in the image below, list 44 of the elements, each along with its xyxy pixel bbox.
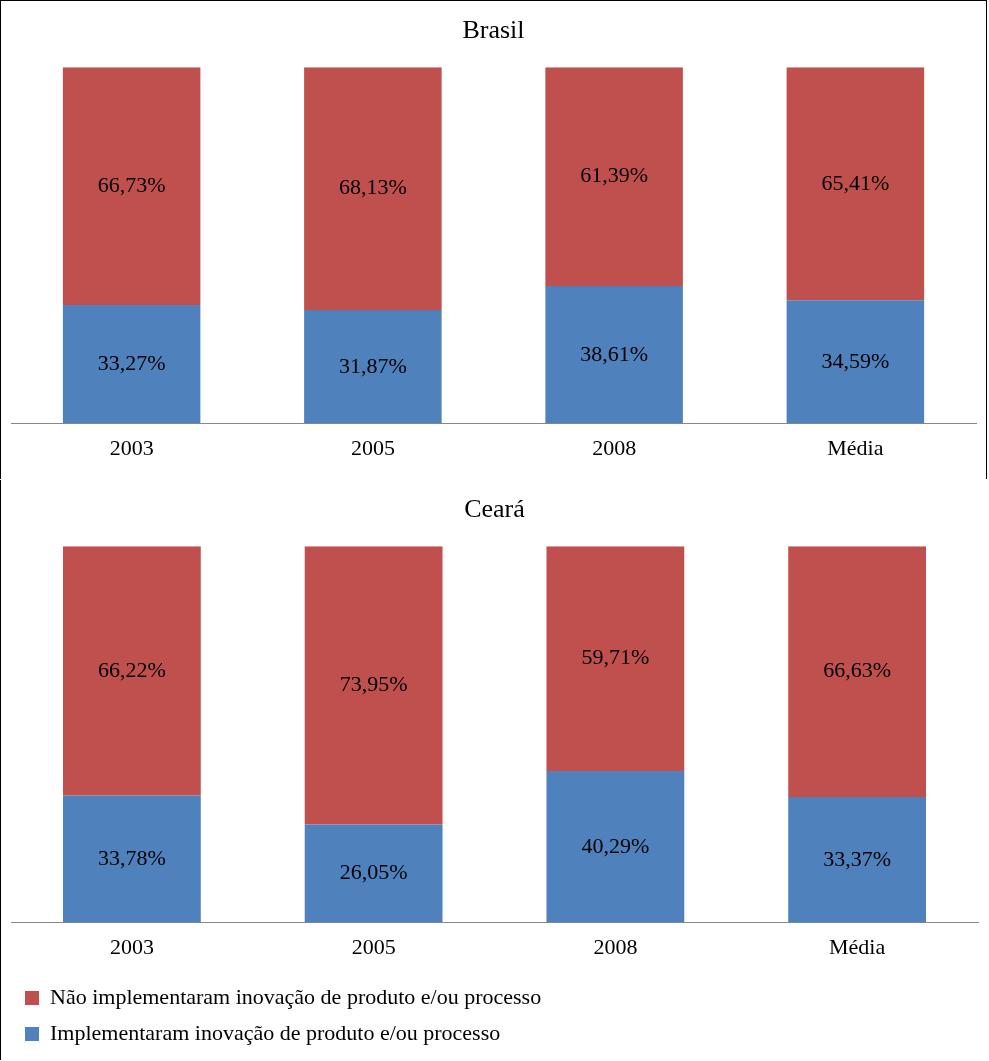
data-label: 34,59%	[821, 347, 890, 373]
bar	[788, 546, 927, 797]
x-tick-label: Média	[827, 434, 884, 460]
bar	[786, 67, 925, 301]
data-label: 61,39%	[580, 162, 649, 188]
bar	[786, 300, 925, 424]
data-label: 40,29%	[581, 832, 650, 858]
chart-title: Brasil	[462, 15, 525, 45]
x-tick-label: 2003	[109, 933, 154, 959]
data-label: 31,87%	[338, 352, 407, 378]
data-label: 68,13%	[338, 174, 407, 200]
bar	[304, 67, 442, 311]
x-tick-label: 2005	[350, 434, 395, 460]
bar	[62, 305, 201, 424]
bar	[304, 310, 442, 424]
data-label: 33,27%	[97, 350, 166, 376]
bar	[545, 285, 683, 424]
data-label: 38,61%	[580, 340, 649, 366]
bar	[304, 546, 443, 825]
bar	[545, 67, 683, 286]
data-label: 33,37%	[823, 845, 892, 871]
bar	[546, 546, 685, 771]
data-label: 59,71%	[581, 644, 650, 670]
bar	[788, 797, 927, 923]
x-tick-label: Média	[829, 933, 886, 959]
x-tick-label: 2008	[593, 933, 638, 959]
data-label: 65,41%	[821, 169, 890, 195]
data-label: 66,63%	[823, 657, 892, 683]
x-tick-label: 2008	[592, 434, 637, 460]
legend-label: Implementaram inovação de produto e/ou processo	[50, 1019, 501, 1045]
bar	[546, 770, 685, 923]
data-label: 66,73%	[97, 171, 166, 197]
data-label: 66,22%	[97, 656, 166, 682]
bar	[62, 795, 201, 923]
legend-label: Não implementaram inovação de produto e/ou processo	[50, 983, 542, 1009]
x-tick-label: 2003	[109, 434, 154, 460]
chart-title: Ceará	[464, 494, 526, 524]
bar	[62, 546, 201, 796]
bar	[304, 824, 443, 923]
bar	[62, 67, 201, 306]
data-label: 33,78%	[97, 844, 166, 870]
data-label: 26,05%	[339, 859, 408, 885]
data-label: 73,95%	[339, 671, 408, 697]
x-tick-label: 2005	[351, 933, 396, 959]
